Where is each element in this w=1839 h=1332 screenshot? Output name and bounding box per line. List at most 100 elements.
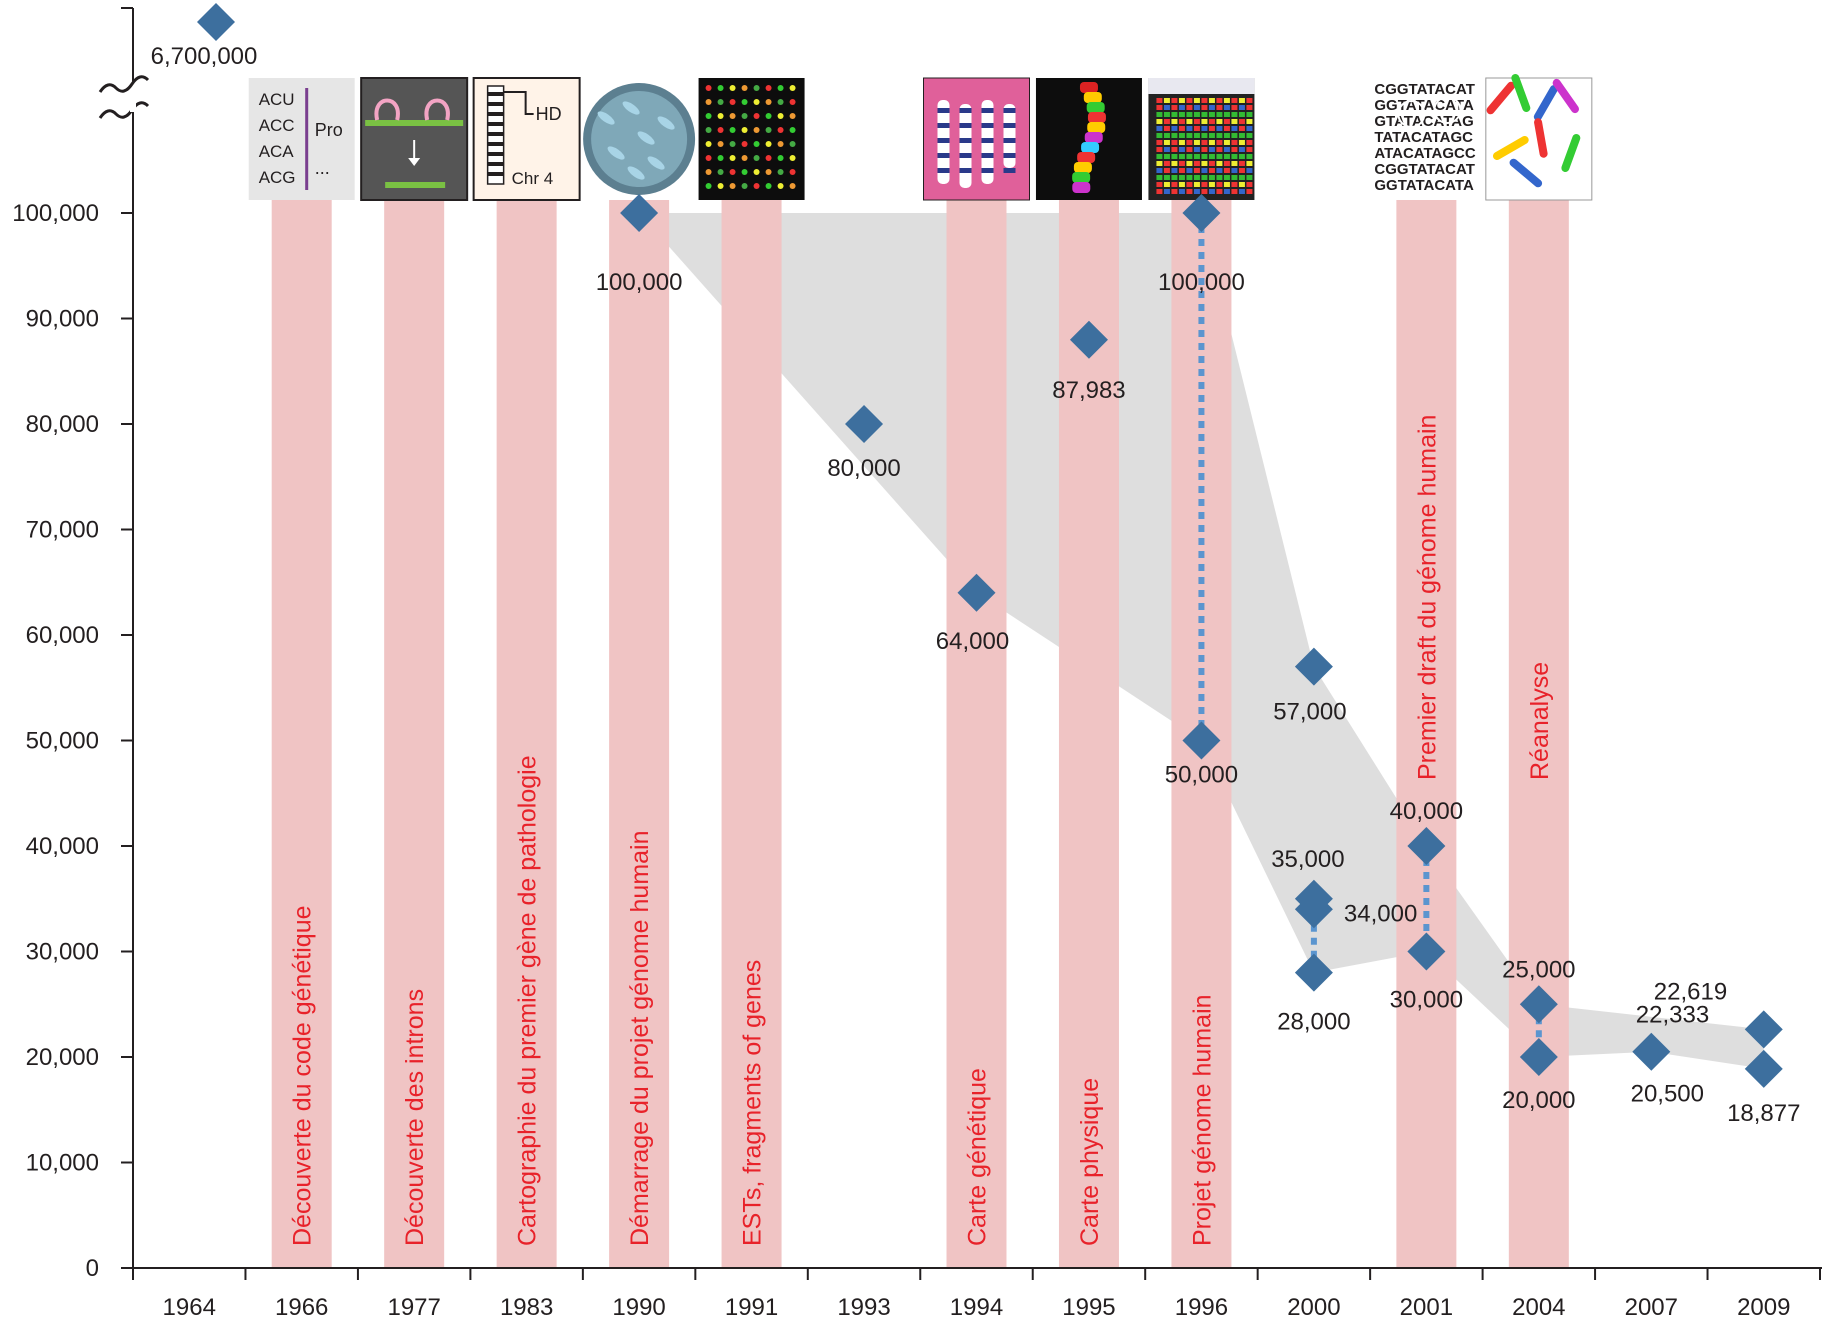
seq-cell (1223, 147, 1230, 152)
seq-cell (1208, 189, 1215, 194)
seq-cell (1238, 126, 1245, 131)
seq-cell (1156, 140, 1163, 145)
seq-cell (1163, 112, 1170, 117)
seq-cell (1238, 168, 1245, 173)
array-spot (741, 127, 748, 133)
array-spot (729, 141, 736, 147)
event-label-1994: Carte génétique (964, 1068, 992, 1246)
data-labels: 6,700,000 100,000 80,000 64,000 87,983 100,00… (151, 43, 1801, 1127)
seq-cell (1231, 105, 1238, 110)
seq-cell (1223, 175, 1230, 180)
seq-cell (1208, 147, 1215, 152)
array-spot (777, 99, 784, 105)
array-spot (705, 113, 712, 119)
axis-break-gap (130, 96, 136, 112)
seq-cell (1246, 154, 1253, 159)
seq-cell (1201, 140, 1208, 145)
hd-label: HD (536, 104, 562, 124)
seq-cell (1231, 140, 1238, 145)
seq-cell (1163, 161, 1170, 166)
seq-cell (1193, 147, 1200, 152)
seq-cell (1246, 112, 1253, 117)
event-band-2004 (1508, 200, 1569, 1268)
seq-cell (1156, 147, 1163, 152)
seq-cell (1216, 168, 1223, 173)
karyotype-chromosome (1486, 81, 1516, 115)
seq-cell (1246, 175, 1253, 180)
seq-cell (1193, 140, 1200, 145)
array-spot (777, 113, 784, 119)
event-label-1977: Découverte des introns (401, 989, 429, 1246)
chromosome-band (487, 172, 504, 176)
thumbnail-draft-genome: CGGTATACATGGTATACATAGTATACATAGTATACATAGC… (1373, 78, 1480, 200)
seq-cell (1216, 105, 1223, 110)
seq-cell (1246, 98, 1253, 103)
point-label-2004: 25,000 (1502, 956, 1575, 983)
seq-cell (1223, 105, 1230, 110)
seq-cell (1156, 154, 1163, 159)
seq-cell (1171, 105, 1178, 110)
seq-cell (1246, 189, 1253, 194)
seq-cell (1238, 133, 1245, 138)
array-spot (741, 85, 748, 91)
array-spot (765, 141, 772, 147)
seq-cell (1208, 168, 1215, 173)
seq-cell (1201, 126, 1208, 131)
karyo-band (981, 123, 994, 128)
seq-cell (1178, 147, 1185, 152)
point-label-2009: 22,619 (1654, 978, 1727, 1005)
seq-cell (1223, 161, 1230, 166)
bacterium (627, 166, 645, 180)
seq-cell (1178, 98, 1185, 103)
data-point-2009 (1744, 1010, 1783, 1049)
x-tick-label: 2000 (1287, 1294, 1340, 1321)
array-spot (741, 183, 748, 189)
event-band-1994 (946, 200, 1007, 1268)
seq-cell (1178, 154, 1185, 159)
point-label-1996: 50,000 (1165, 762, 1238, 789)
data-point-1964 (197, 3, 235, 41)
array-spot (753, 127, 760, 133)
array-spot (753, 99, 760, 105)
seq-cell (1193, 154, 1200, 159)
sequence-line: ATACATAGCC (1374, 145, 1476, 162)
array-spot (789, 85, 796, 91)
seq-cell (1193, 133, 1200, 138)
karyo-band (959, 153, 972, 158)
seq-cell (1156, 189, 1163, 194)
point-label-1996: 100,000 (1158, 269, 1245, 296)
seq-cell (1223, 182, 1230, 187)
seq-cell (1171, 154, 1178, 159)
array-spot (753, 141, 760, 147)
seq-cell (1163, 140, 1170, 145)
array-spot (753, 155, 760, 161)
bacterium (622, 101, 640, 115)
intron-loop-1 (374, 98, 400, 121)
seq-cell (1238, 161, 1245, 166)
paint-segment (1081, 142, 1100, 153)
sequence-line: TATACATAGC (1374, 129, 1473, 146)
data-points (197, 3, 1783, 1088)
array-spot (765, 183, 772, 189)
seq-cell (1178, 168, 1185, 173)
seq-cell (1201, 133, 1208, 138)
event-band-1977 (384, 200, 445, 1268)
seq-cell (1238, 112, 1245, 117)
thumbnail-bg (1148, 78, 1255, 200)
seq-cell (1201, 168, 1208, 173)
seq-cell (1223, 133, 1230, 138)
seq-cell (1223, 126, 1230, 131)
thumbnail-bg (248, 78, 355, 200)
seq-cell (1208, 112, 1215, 117)
array-spot (777, 85, 784, 91)
seq-cell (1186, 140, 1193, 145)
seq-cell (1186, 154, 1193, 159)
karyotype-chromosome (1533, 85, 1558, 121)
seq-cell (1208, 140, 1215, 145)
seq-cell (1223, 119, 1230, 124)
seq-cell (1231, 168, 1238, 173)
paint-segment (1083, 92, 1102, 103)
thumbnail-bg (698, 78, 805, 200)
seq-cell (1238, 147, 1245, 152)
seq-cell (1156, 182, 1163, 187)
